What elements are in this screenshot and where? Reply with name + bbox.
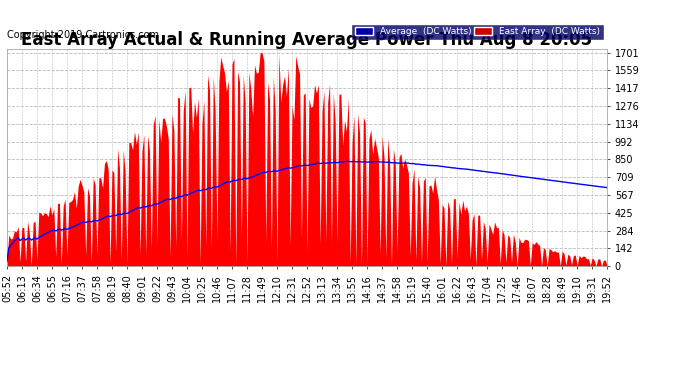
Text: Copyright 2019 Cartronics.com: Copyright 2019 Cartronics.com bbox=[7, 30, 159, 40]
Title: East Array Actual & Running Average Power Thu Aug 8 20:05: East Array Actual & Running Average Powe… bbox=[21, 31, 593, 49]
Legend: Average  (DC Watts), East Array  (DC Watts): Average (DC Watts), East Array (DC Watts… bbox=[353, 25, 602, 39]
